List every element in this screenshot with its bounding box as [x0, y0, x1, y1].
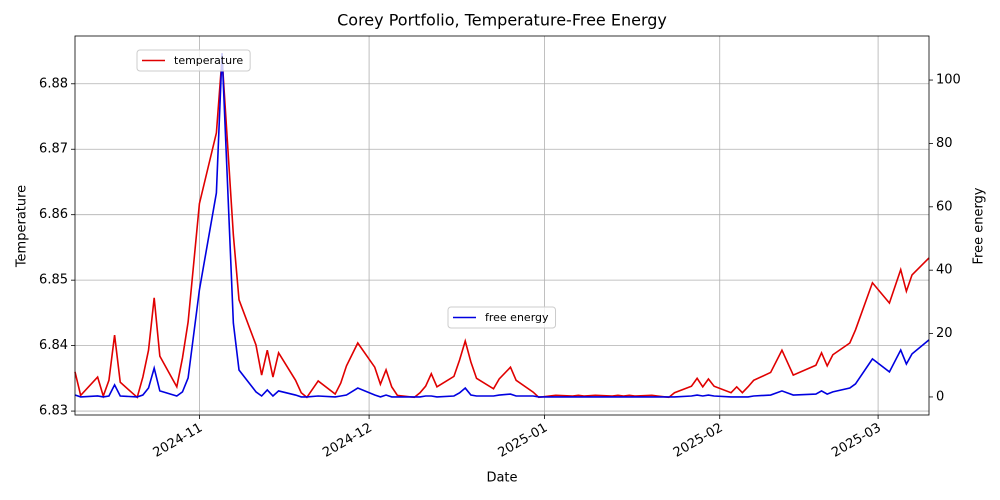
y2-axis-label: Free energy: [972, 187, 987, 264]
legend: free energy: [447, 306, 557, 329]
legend: temperature: [136, 49, 251, 72]
y2-tick-label: 60: [936, 199, 953, 214]
data-line: [74, 53, 930, 398]
y2-tick-label: 100: [936, 73, 961, 88]
data-line: [74, 57, 930, 399]
legend-label: temperature: [174, 54, 243, 67]
y2-tick-label: 40: [936, 263, 953, 278]
y-tick-label: 6.83: [39, 404, 68, 419]
x-tick-label: 2025-01: [496, 421, 551, 461]
y2-tick-label: 0: [936, 389, 944, 404]
legend-box: [136, 49, 251, 72]
plot-frame: [74, 35, 930, 416]
y-tick-label: 6.88: [39, 76, 68, 91]
chart-title: Corey Portfolio, Temperature-Free Energy: [337, 11, 667, 30]
y-tick-label: 6.86: [39, 207, 68, 222]
y-tick-label: 6.87: [39, 142, 68, 157]
y2-tick-label: 20: [936, 326, 953, 341]
x-tick-label: 2024-12: [320, 421, 375, 461]
x-axis-label: Date: [486, 471, 517, 486]
y-tick-label: 6.85: [39, 273, 68, 288]
x-tick-label: 2025-02: [671, 421, 726, 461]
y2-tick-label: 80: [936, 136, 953, 151]
y-axis-label: Temperature: [15, 185, 30, 268]
x-tick-label: 2025-03: [829, 421, 884, 461]
legend-box: [447, 306, 557, 329]
legend-label: free energy: [485, 311, 549, 324]
y-tick-label: 6.84: [39, 338, 68, 353]
x-tick-label: 2024-11: [151, 421, 206, 461]
